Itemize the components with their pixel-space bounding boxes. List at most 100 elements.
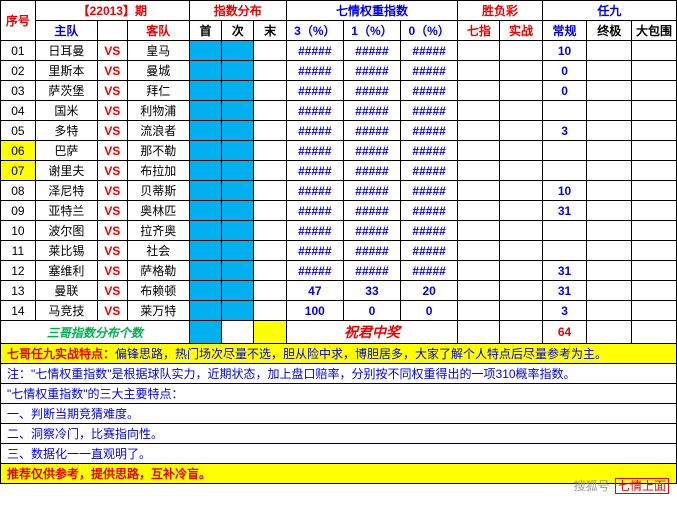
cell-ci (222, 301, 254, 321)
table-row: 05多特VS流浪者###############3 (1, 121, 677, 141)
cell-dbw (632, 261, 677, 281)
cell-home: 塞维利 (35, 261, 97, 281)
cell-home: 巴萨 (35, 141, 97, 161)
cell-home: 亚特兰 (35, 201, 97, 221)
cell-vs: VS (97, 261, 127, 281)
col-p1: 1（%） (343, 21, 400, 41)
col-shou: 首 (189, 21, 221, 41)
cell-away: 流浪者 (127, 121, 189, 141)
cell-zj (587, 301, 632, 321)
cell-seq: 06 (1, 141, 36, 161)
cell-seq: 02 (1, 61, 36, 81)
cell-away: 拉齐奥 (127, 221, 189, 241)
col-seq: 序号 (1, 1, 36, 41)
cell-away: 布赖顿 (127, 281, 189, 301)
cell-ci (222, 261, 254, 281)
cell-seq: 08 (1, 181, 36, 201)
cell-shou (189, 281, 221, 301)
cell-mo (254, 261, 286, 281)
cell-home: 国米 (35, 101, 97, 121)
cell-shou (189, 241, 221, 261)
cell-vs: VS (97, 181, 127, 201)
cell-mo (254, 121, 286, 141)
cell-p3: ##### (286, 41, 343, 61)
cell-shou (189, 201, 221, 221)
cell-ci (222, 81, 254, 101)
cell-away: 那不勒 (127, 141, 189, 161)
cell-p3: 47 (286, 281, 343, 301)
cell-zj (587, 201, 632, 221)
cell-home: 莱比锡 (35, 241, 97, 261)
cell-away: 莱万特 (127, 301, 189, 321)
cell-seq: 13 (1, 281, 36, 301)
cell-p1: ##### (343, 81, 400, 101)
cell-away: 曼城 (127, 61, 189, 81)
cell-p1: ##### (343, 121, 400, 141)
cell-p0: ##### (401, 221, 458, 241)
cell-sz (500, 301, 542, 321)
cell-p1: 33 (343, 281, 400, 301)
cell-dbw (632, 241, 677, 261)
cell-home: 波尔图 (35, 221, 97, 241)
cell-qz (458, 41, 500, 61)
cell-p1: ##### (343, 221, 400, 241)
cell-seq: 10 (1, 221, 36, 241)
col-p0: 0（%） (401, 21, 458, 41)
table-row: 02里斯本VS曼城###############0 (1, 61, 677, 81)
col-ci: 次 (222, 21, 254, 41)
cell-p3: 100 (286, 301, 343, 321)
cell-zj (587, 281, 632, 301)
cell-cg (542, 101, 587, 121)
cell-mo (254, 161, 286, 181)
table-row: 11莱比锡VS社会############### (1, 241, 677, 261)
cell-mo (254, 221, 286, 241)
cell-sz (500, 141, 542, 161)
cell-cg: 0 (542, 81, 587, 101)
cell-p0: ##### (401, 41, 458, 61)
table-body: 01日耳曼VS皇马###############1002里斯本VS曼城#####… (1, 41, 677, 321)
cell-sz (500, 81, 542, 101)
cell-zj (587, 241, 632, 261)
cell-ci (222, 241, 254, 261)
cell-home: 曼联 (35, 281, 97, 301)
cell-zj (587, 181, 632, 201)
cell-p1: ##### (343, 261, 400, 281)
cell-zj (587, 221, 632, 241)
col-sz: 实战 (500, 21, 542, 41)
cell-seq: 04 (1, 101, 36, 121)
cell-ci (222, 181, 254, 201)
cell-zj (587, 61, 632, 81)
cg-total: 64 (542, 321, 587, 344)
col-sfc: 胜负彩 (458, 1, 542, 21)
cell-p3: ##### (286, 221, 343, 241)
cell-dbw (632, 121, 677, 141)
cell-dbw (632, 101, 677, 121)
cell-zj (587, 161, 632, 181)
cell-vs: VS (97, 41, 127, 61)
cell-qz (458, 261, 500, 281)
cell-seq: 05 (1, 121, 36, 141)
cell-p1: ##### (343, 61, 400, 81)
cell-qz (458, 141, 500, 161)
cell-p0: ##### (401, 81, 458, 101)
note-5: 二、洞察冷门，比赛指向性。 (1, 424, 677, 444)
cell-vs: VS (97, 161, 127, 181)
cell-shou (189, 161, 221, 181)
cell-p3: ##### (286, 101, 343, 121)
cell-mo (254, 301, 286, 321)
cell-cg (542, 141, 587, 161)
cell-away: 皇马 (127, 41, 189, 61)
cell-sz (500, 221, 542, 241)
cell-seq: 07 (1, 161, 36, 181)
cell-ci (222, 101, 254, 121)
col-dbw: 大包围 (632, 21, 677, 41)
cell-ci (222, 141, 254, 161)
cell-away: 布拉加 (127, 161, 189, 181)
note-4: 一、判断当期竞猜难度。 (1, 404, 677, 424)
cell-p3: ##### (286, 161, 343, 181)
cell-qz (458, 101, 500, 121)
col-zj: 终极 (587, 21, 632, 41)
cell-zj (587, 101, 632, 121)
cell-shou (189, 261, 221, 281)
cell-qz (458, 221, 500, 241)
